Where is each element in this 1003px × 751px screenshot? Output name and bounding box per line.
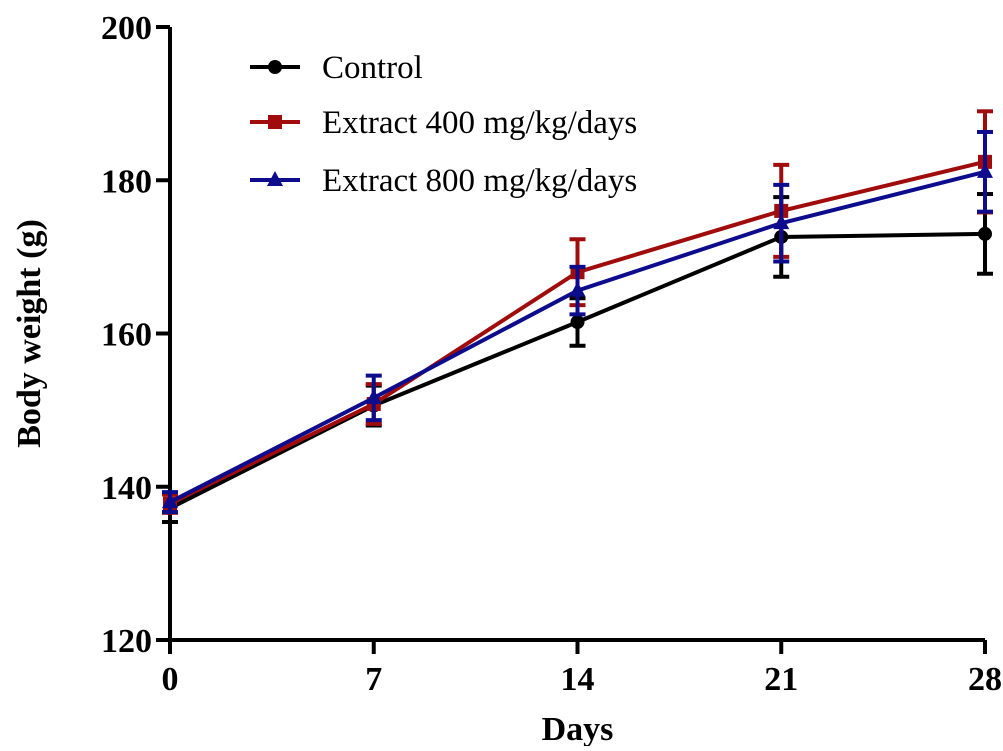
x-axis-title: Days [542, 711, 614, 746]
y-tick-label: 200 [101, 10, 152, 47]
series-layer [162, 109, 993, 524]
legend-marker [267, 171, 283, 186]
x-tick-label: 28 [968, 661, 1002, 698]
legend-item: Extract 400 mg/kg/days [250, 105, 637, 141]
y-tick-label: 120 [101, 623, 152, 660]
x-tick-label: 0 [162, 661, 179, 698]
legend-item: Extract 800 mg/kg/days [250, 163, 637, 199]
data-point [162, 493, 178, 509]
legend-item: Control [250, 50, 423, 86]
legend-marker [268, 115, 282, 129]
data-point [977, 162, 993, 178]
x-tick-label: 7 [365, 661, 382, 698]
legend-label: Extract 400 mg/kg/days [322, 105, 637, 141]
data-point [365, 388, 382, 404]
data-point [569, 281, 586, 297]
x-tick-label: 14 [561, 661, 595, 698]
y-tick-label: 140 [101, 470, 152, 507]
axes: 120 140 160 180 200 0 7 14 21 28 [101, 10, 1002, 698]
data-point [773, 214, 790, 230]
legend-label: Extract 800 mg/kg/days [322, 163, 637, 199]
y-tick-label: 160 [101, 317, 152, 354]
x-tick-label: 21 [764, 661, 798, 698]
y-tick-label: 180 [101, 163, 152, 200]
legend-label: Control [322, 50, 423, 86]
legend: Control Extract 400 mg/kg/days Extract 800… [250, 50, 637, 199]
legend-marker [268, 60, 282, 74]
series-triangle [162, 129, 993, 515]
data-point [570, 315, 585, 330]
y-axis-title: Body weight (g) [11, 219, 48, 448]
data-point [978, 226, 992, 241]
